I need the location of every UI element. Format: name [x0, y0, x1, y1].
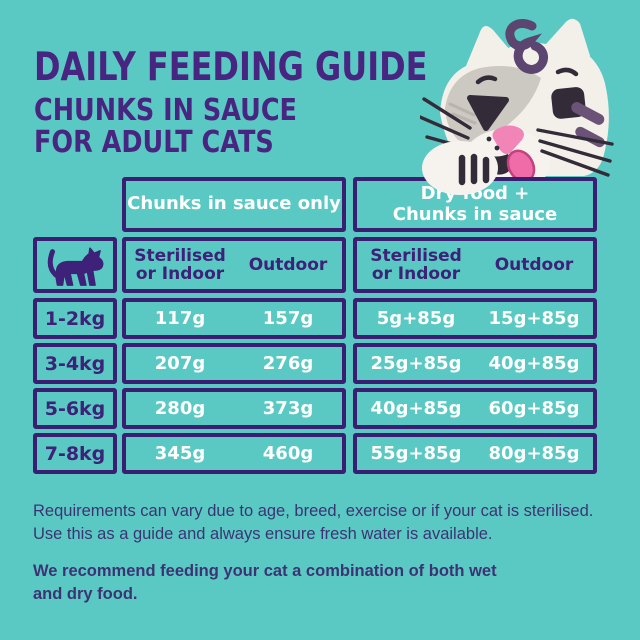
value-wet-outdoor: 460g [262, 443, 314, 464]
cat-silhouette-icon [47, 247, 104, 286]
page-subtitle-line1: CHUNKS IN SAUCE [34, 93, 297, 128]
sub-header-dry-plus-wet: Sterilised or Indoor Outdoor [353, 237, 597, 293]
value-wet-outdoor: 157g [262, 308, 314, 329]
cat-paw-icon [422, 141, 498, 195]
value-wet-outdoor: 373g [262, 398, 314, 419]
wet-values-cell: 345g 460g [122, 433, 346, 474]
feeding-table: Chunks in sauce only Dry food + Chunks i… [33, 177, 597, 474]
wet-values-cell: 117g 157g [122, 298, 346, 339]
sub-header-sterilised-label: Sterilised or Indoor [370, 245, 462, 284]
weight-cell: 7-8kg [33, 433, 117, 474]
value-dry-sterilised: 40g+85g [370, 398, 462, 419]
value-wet-sterilised: 207g [154, 353, 206, 374]
sub-header-wet-only: Sterilised or Indoor Outdoor [122, 237, 346, 293]
group-header-dry-plus-wet-label: Dry food + Chunks in sauce [392, 183, 558, 225]
page-title: DAILY FEEDING GUIDE [34, 45, 428, 90]
dry-values-cell: 5g+85g 15g+85g [353, 298, 597, 339]
group-header-wet-only: Chunks in sauce only [122, 177, 346, 232]
weight-label: 1-2kg [44, 307, 106, 330]
group-header-dry-plus-wet: Dry food + Chunks in sauce [353, 177, 597, 232]
dry-values-cell: 25g+85g 40g+85g [353, 343, 597, 384]
sub-header-outdoor-label: Outdoor [248, 254, 328, 275]
value-dry-sterilised: 5g+85g [376, 308, 456, 329]
value-wet-outdoor: 276g [262, 353, 314, 374]
wet-values-cell: 280g 373g [122, 388, 346, 429]
weight-cell: 5-6kg [33, 388, 117, 429]
sub-header-outdoor-label: Outdoor [494, 254, 574, 275]
dry-values-cell: 40g+85g 60g+85g [353, 388, 597, 429]
sub-header-sterilised-label: Sterilised or Indoor [134, 245, 226, 284]
value-dry-outdoor: 15g+85g [488, 308, 580, 329]
group-header-wet-only-label: Chunks in sauce only [127, 193, 341, 215]
wet-values-cell: 207g 276g [122, 343, 346, 384]
weight-label: 3-4kg [44, 352, 106, 375]
value-dry-sterilised: 25g+85g [370, 353, 462, 374]
weight-cell: 3-4kg [33, 343, 117, 384]
value-dry-sterilised: 55g+85g [370, 443, 462, 464]
footer-note: Requirements can vary due to age, breed,… [33, 502, 594, 544]
value-wet-sterilised: 345g [154, 443, 206, 464]
page-subtitle-line2: FOR ADULT CATS [34, 125, 274, 160]
value-dry-outdoor: 40g+85g [488, 353, 580, 374]
cat-licking-illustration [420, 18, 614, 180]
value-dry-outdoor: 60g+85g [488, 398, 580, 419]
value-dry-outdoor: 80g+85g [488, 443, 580, 464]
weight-label: 5-6kg [44, 397, 106, 420]
weight-cell: 1-2kg [33, 298, 117, 339]
dry-values-cell: 55g+85g 80g+85g [353, 433, 597, 474]
weight-label: 7-8kg [44, 442, 106, 465]
value-wet-sterilised: 280g [154, 398, 206, 419]
value-wet-sterilised: 117g [154, 308, 206, 329]
footer-recommendation: We recommend feeding your cat a combinat… [33, 562, 497, 604]
weight-column-header-cell [33, 237, 117, 293]
